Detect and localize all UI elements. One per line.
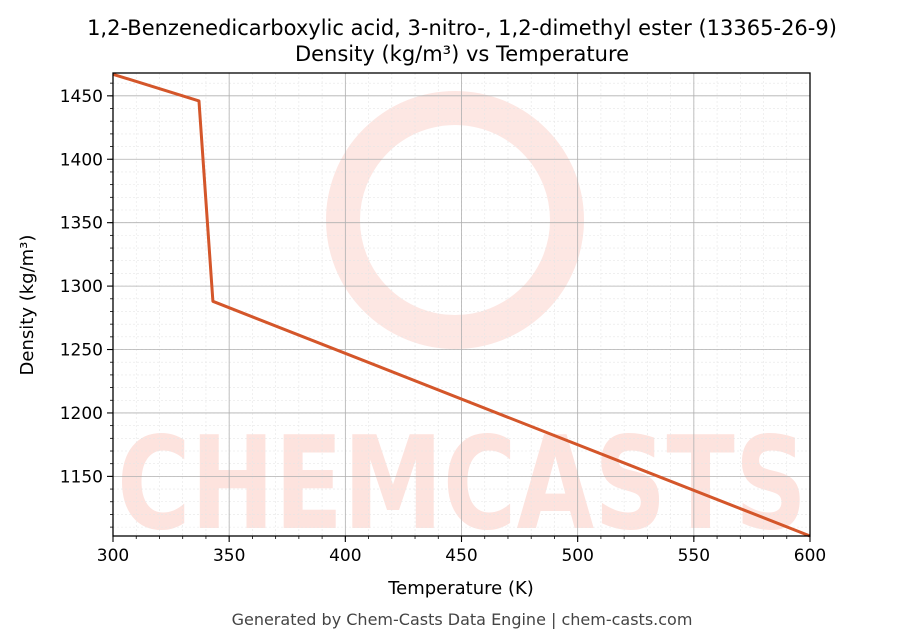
x-tick-label: 350 [213, 546, 245, 566]
y-axis: 1150 1200 1250 1300 1350 1400 1450 [60, 82, 113, 528]
watermark: CHEMCASTS [117, 91, 807, 559]
series-layer [112, 72, 811, 538]
y-tick-label: 1300 [60, 277, 103, 297]
x-tick-label: 400 [329, 546, 361, 566]
x-tick-label: 300 [97, 546, 129, 566]
y-tick-label: 1400 [60, 150, 103, 170]
y-axis-label: Density (kg/m³) [17, 235, 38, 376]
watermark-text: CHEMCASTS [117, 410, 807, 559]
y-tick-label: 1150 [60, 467, 103, 487]
x-tick-label: 450 [445, 546, 477, 566]
x-axis: 300 350 400 450 500 550 600 [97, 536, 826, 566]
x-tick-label: 500 [561, 546, 593, 566]
chart-title: 1,2-Benzenedicarboxylic acid, 3-nitro-, … [87, 16, 837, 40]
footer-credit: Generated by Chem-Casts Data Engine | ch… [232, 610, 693, 629]
y-tick-label: 1250 [60, 341, 103, 361]
x-axis-label: Temperature (K) [387, 578, 534, 599]
y-tick-label: 1200 [60, 404, 103, 424]
watermark-ring-icon [326, 91, 584, 349]
y-tick-label: 1350 [60, 214, 103, 234]
x-tick-label: 600 [794, 546, 826, 566]
chart-subtitle: Density (kg/m³) vs Temperature [295, 42, 629, 66]
y-tick-label: 1450 [60, 87, 103, 107]
density-series-line [112, 72, 811, 538]
x-tick-label: 550 [678, 546, 710, 566]
